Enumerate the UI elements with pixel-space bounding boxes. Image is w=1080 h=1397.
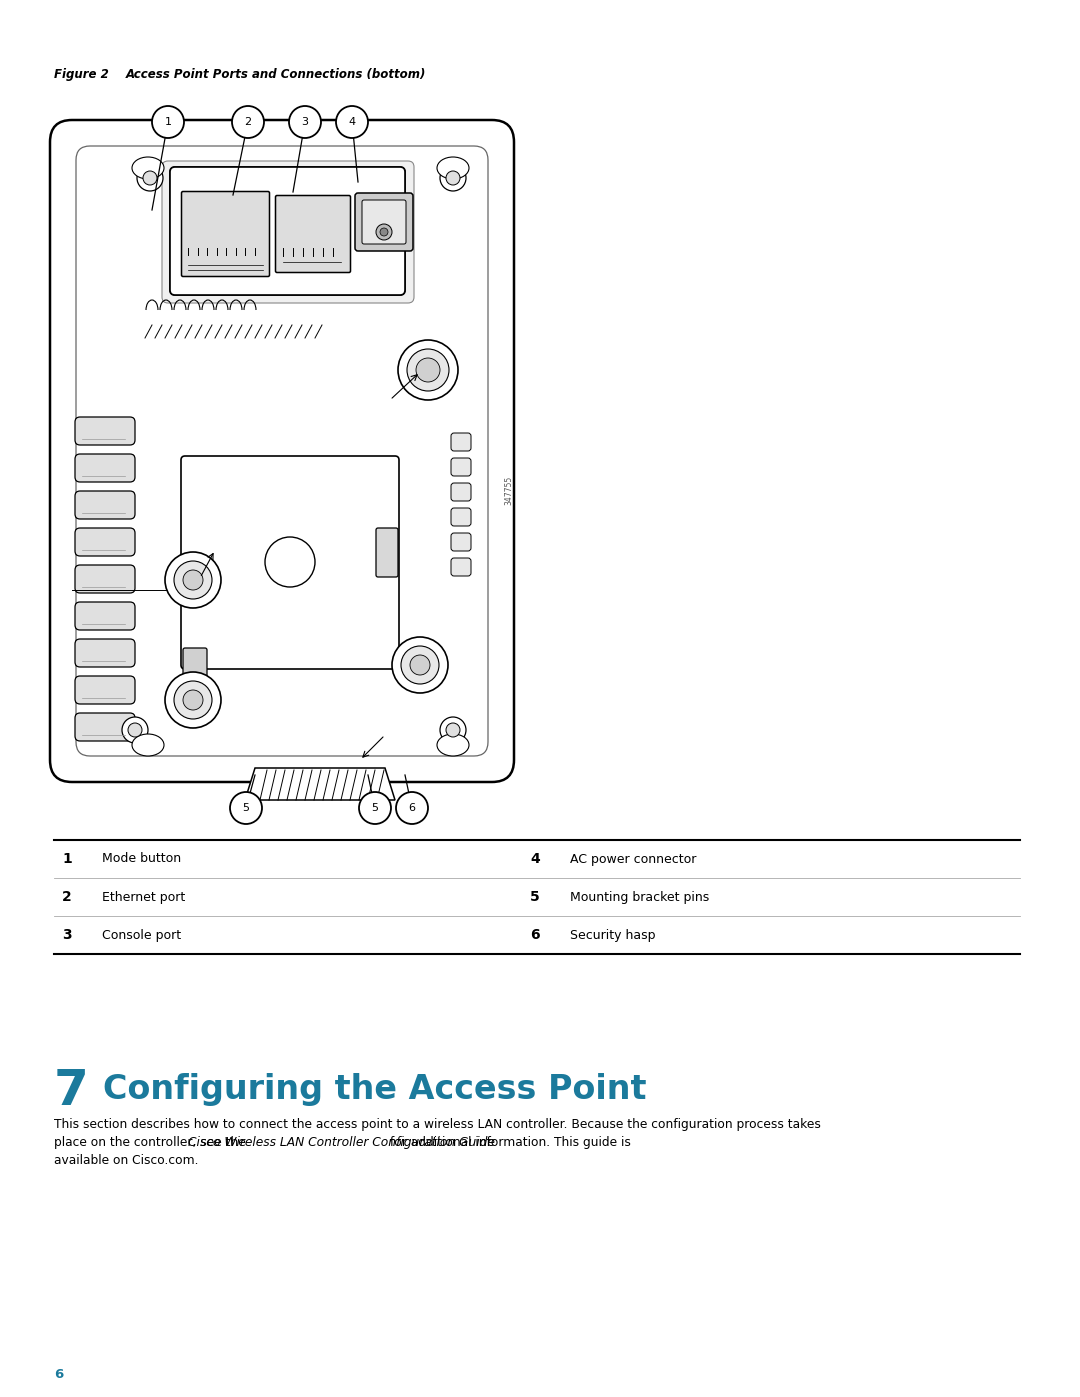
FancyBboxPatch shape	[355, 193, 413, 251]
Circle shape	[183, 690, 203, 710]
Text: Mounting bracket pins: Mounting bracket pins	[570, 890, 710, 904]
Text: 2: 2	[62, 890, 71, 904]
Circle shape	[392, 637, 448, 693]
Circle shape	[122, 717, 148, 743]
Circle shape	[336, 106, 368, 138]
Circle shape	[446, 724, 460, 738]
Circle shape	[416, 358, 440, 381]
FancyBboxPatch shape	[275, 196, 351, 272]
Text: 347755: 347755	[504, 475, 513, 504]
FancyBboxPatch shape	[170, 168, 405, 295]
Circle shape	[137, 165, 163, 191]
Text: 4: 4	[349, 117, 355, 127]
FancyBboxPatch shape	[75, 638, 135, 666]
FancyBboxPatch shape	[181, 455, 399, 669]
FancyBboxPatch shape	[75, 454, 135, 482]
Circle shape	[230, 792, 262, 824]
Text: 5: 5	[372, 803, 378, 813]
Text: for additional information. This guide is: for additional information. This guide i…	[386, 1136, 631, 1148]
Circle shape	[152, 106, 184, 138]
FancyBboxPatch shape	[376, 528, 399, 577]
FancyBboxPatch shape	[451, 534, 471, 550]
Text: Console port: Console port	[102, 929, 181, 942]
FancyBboxPatch shape	[76, 147, 488, 756]
Text: 6: 6	[408, 803, 416, 813]
FancyBboxPatch shape	[451, 483, 471, 502]
Polygon shape	[245, 768, 395, 800]
FancyBboxPatch shape	[75, 712, 135, 740]
FancyBboxPatch shape	[451, 458, 471, 476]
Circle shape	[289, 106, 321, 138]
Text: 2: 2	[244, 117, 252, 127]
FancyBboxPatch shape	[75, 602, 135, 630]
Circle shape	[376, 224, 392, 240]
Circle shape	[265, 536, 315, 587]
Circle shape	[399, 339, 458, 400]
Text: Ethernet port: Ethernet port	[102, 890, 186, 904]
FancyBboxPatch shape	[162, 161, 414, 303]
Text: This section describes how to connect the access point to a wireless LAN control: This section describes how to connect th…	[54, 1118, 821, 1132]
FancyBboxPatch shape	[451, 509, 471, 527]
Text: 5: 5	[530, 890, 540, 904]
FancyBboxPatch shape	[75, 676, 135, 704]
Circle shape	[165, 672, 221, 728]
Circle shape	[440, 165, 465, 191]
Circle shape	[174, 562, 212, 599]
FancyBboxPatch shape	[75, 490, 135, 520]
FancyBboxPatch shape	[170, 168, 405, 295]
Circle shape	[401, 645, 438, 685]
Text: Configuring the Access Point: Configuring the Access Point	[103, 1073, 647, 1106]
Circle shape	[407, 349, 449, 391]
FancyBboxPatch shape	[181, 191, 270, 277]
Circle shape	[380, 228, 388, 236]
Text: 4: 4	[530, 852, 540, 866]
Circle shape	[446, 170, 460, 184]
FancyBboxPatch shape	[183, 648, 207, 703]
Circle shape	[183, 570, 203, 590]
FancyBboxPatch shape	[451, 433, 471, 451]
Text: 6: 6	[530, 928, 540, 942]
Circle shape	[410, 655, 430, 675]
Text: 1: 1	[62, 852, 71, 866]
Circle shape	[143, 170, 157, 184]
Text: 6: 6	[54, 1368, 64, 1382]
FancyBboxPatch shape	[75, 528, 135, 556]
Ellipse shape	[437, 733, 469, 756]
Text: available on Cisco.com.: available on Cisco.com.	[54, 1154, 199, 1166]
FancyBboxPatch shape	[362, 200, 406, 244]
FancyBboxPatch shape	[451, 557, 471, 576]
Text: Figure 2: Figure 2	[54, 68, 109, 81]
Circle shape	[396, 792, 428, 824]
Circle shape	[359, 792, 391, 824]
Text: Mode button: Mode button	[102, 852, 181, 866]
Text: 7: 7	[54, 1067, 89, 1115]
Text: place on the controller, see the: place on the controller, see the	[54, 1136, 249, 1148]
FancyBboxPatch shape	[75, 564, 135, 592]
Circle shape	[440, 717, 465, 743]
Text: Security hasp: Security hasp	[570, 929, 656, 942]
FancyBboxPatch shape	[75, 416, 135, 446]
Ellipse shape	[437, 156, 469, 179]
Text: 5: 5	[243, 803, 249, 813]
Text: 3: 3	[301, 117, 309, 127]
Text: 1: 1	[164, 117, 172, 127]
FancyBboxPatch shape	[50, 120, 514, 782]
Circle shape	[174, 680, 212, 719]
Text: AC power connector: AC power connector	[570, 852, 697, 866]
Ellipse shape	[132, 733, 164, 756]
Circle shape	[129, 724, 141, 738]
Circle shape	[165, 552, 221, 608]
Text: 3: 3	[62, 928, 71, 942]
Circle shape	[232, 106, 264, 138]
Ellipse shape	[132, 156, 164, 179]
Text: Access Point Ports and Connections (bottom): Access Point Ports and Connections (bott…	[126, 68, 427, 81]
Text: Cisco Wireless LAN Controller Configuration Guide: Cisco Wireless LAN Controller Configurat…	[188, 1136, 495, 1148]
